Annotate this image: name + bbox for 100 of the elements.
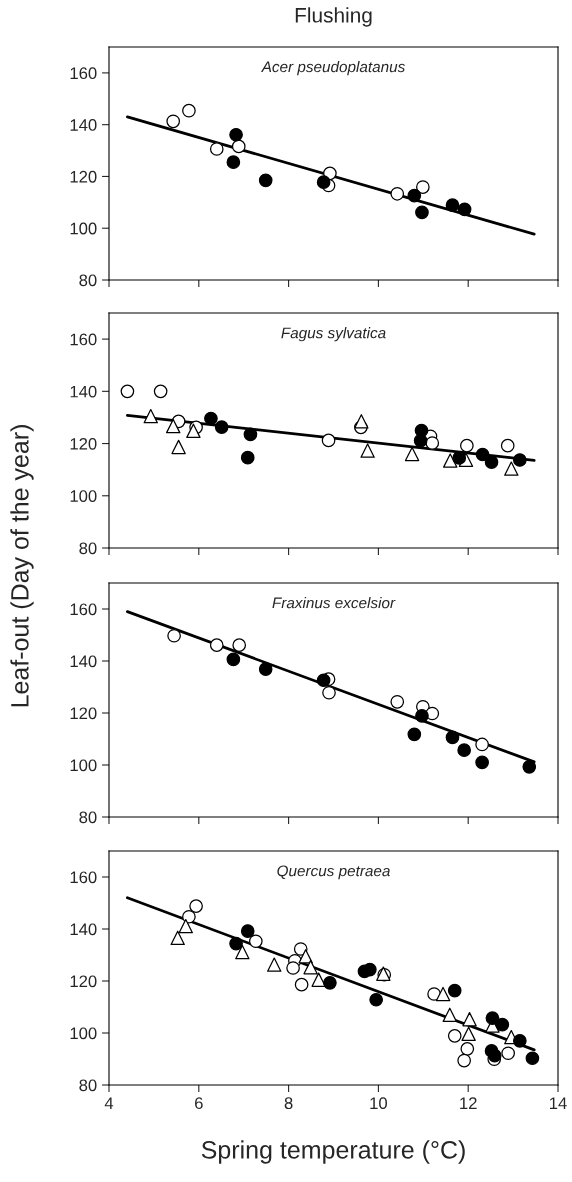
x-axis-title: Spring temperature (°C) — [201, 1140, 465, 1164]
y-tick-label: 80 — [79, 1079, 97, 1092]
point — [501, 1046, 515, 1061]
point — [512, 1033, 527, 1048]
point — [294, 977, 309, 992]
point — [462, 1012, 477, 1027]
point — [457, 1053, 471, 1068]
point — [407, 727, 422, 742]
point — [240, 924, 255, 938]
y-tick-label: 80 — [79, 542, 97, 555]
point — [143, 408, 158, 424]
point — [484, 455, 499, 469]
point — [504, 461, 519, 476]
point — [316, 673, 331, 688]
y-tick-label: 120 — [70, 975, 97, 988]
point — [525, 1051, 540, 1066]
y-tick-label: 120 — [70, 707, 97, 720]
x-tick-label: 6 — [195, 1097, 203, 1110]
point — [390, 186, 405, 201]
y-tick-label: 100 — [70, 759, 97, 772]
point — [404, 446, 420, 462]
point — [485, 1011, 500, 1026]
point — [182, 103, 196, 118]
point — [360, 443, 375, 458]
text: Acer pseudoplatanus — [260, 60, 405, 76]
point — [369, 992, 383, 1007]
point — [452, 451, 467, 465]
point — [316, 175, 331, 189]
y-tick-label: 160 — [70, 333, 97, 346]
point — [204, 411, 218, 426]
point — [311, 972, 326, 987]
point — [235, 944, 250, 960]
point — [445, 730, 460, 745]
point — [435, 986, 451, 1002]
point — [226, 652, 241, 667]
point — [322, 685, 336, 700]
y-tick-label: 100 — [70, 1027, 97, 1040]
point — [443, 453, 458, 468]
y-tick-label: 160 — [70, 603, 97, 616]
point — [323, 975, 337, 990]
point — [442, 1007, 458, 1023]
point — [209, 638, 224, 652]
point — [153, 384, 168, 399]
point — [226, 155, 241, 170]
point — [298, 949, 313, 964]
point — [354, 414, 369, 429]
point — [390, 694, 405, 709]
y-tick-label: 140 — [70, 655, 97, 668]
point — [258, 173, 273, 188]
point — [407, 188, 422, 203]
point — [167, 628, 181, 643]
point — [413, 433, 428, 448]
point — [166, 114, 181, 129]
y-tick-label: 100 — [70, 490, 97, 502]
point — [457, 202, 472, 217]
point — [447, 1029, 462, 1043]
point — [475, 447, 490, 462]
point — [189, 899, 203, 913]
point — [460, 1042, 475, 1056]
point — [229, 936, 243, 951]
point — [487, 1048, 502, 1063]
point — [363, 962, 377, 977]
y-tick-label: 160 — [70, 871, 97, 884]
point — [447, 983, 462, 998]
point — [243, 427, 258, 442]
text: Quercus petraea — [277, 865, 390, 880]
point — [232, 638, 247, 652]
x-tick-label: 4 — [104, 1097, 114, 1109]
x-tick-label: 10 — [370, 1097, 388, 1110]
y-tick-label: 120 — [70, 170, 97, 183]
x-tick-label: 14 — [550, 1097, 567, 1109]
point — [303, 960, 318, 975]
point — [209, 142, 224, 156]
point — [416, 180, 430, 194]
point — [475, 737, 489, 752]
point — [171, 439, 186, 455]
point — [522, 759, 537, 774]
chart-title: Flushing — [295, 7, 372, 27]
point — [512, 453, 527, 467]
point — [178, 918, 193, 934]
y-tick-label: 80 — [79, 811, 97, 824]
point — [286, 961, 300, 975]
y-axis-title: Leaf-out (Day of the year) — [10, 425, 34, 707]
point — [240, 450, 255, 465]
y-tick-label: 100 — [70, 222, 97, 235]
y-tick-label: 140 — [70, 119, 97, 131]
point — [229, 127, 243, 142]
y-tick-label: 80 — [79, 274, 97, 287]
point — [120, 384, 135, 399]
point — [475, 755, 489, 770]
point — [425, 436, 440, 450]
point — [248, 934, 263, 949]
point — [500, 438, 515, 453]
point — [231, 139, 246, 154]
point — [258, 662, 273, 676]
point — [321, 433, 336, 448]
point — [182, 909, 196, 924]
point — [495, 1017, 510, 1032]
point — [461, 1026, 476, 1041]
point — [267, 957, 282, 972]
